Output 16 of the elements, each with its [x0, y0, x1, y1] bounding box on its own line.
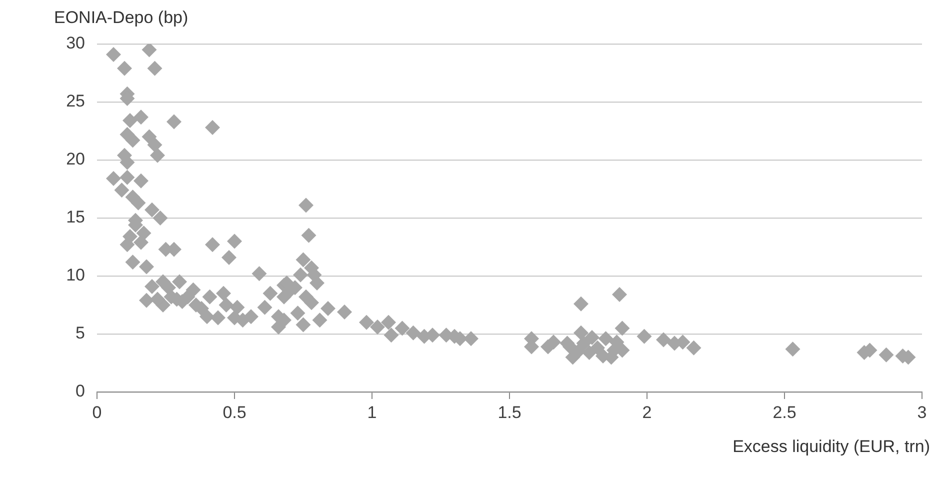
y-tick-label: 25 [66, 92, 85, 111]
y-tick-label: 0 [76, 382, 85, 401]
x-tick-label: 0 [92, 402, 102, 422]
x-tick-label: 0.5 [222, 402, 246, 422]
x-tick-label: 1 [367, 402, 377, 422]
x-tick-label: 1.5 [498, 402, 522, 422]
x-axis-title: Excess liquidity (EUR, trn) [732, 437, 930, 457]
x-tick-label: 3 [917, 402, 927, 422]
x-tick-label: 2.5 [772, 402, 796, 422]
y-tick-label: 30 [66, 34, 85, 53]
y-axis-title: EONIA-Depo (bp) [54, 8, 188, 28]
y-tick-label: 15 [66, 208, 85, 227]
x-tick-label: 2 [642, 402, 652, 422]
y-tick-label: 5 [76, 324, 85, 343]
y-tick-label: 20 [66, 150, 85, 169]
y-tick-label: 10 [66, 266, 85, 285]
